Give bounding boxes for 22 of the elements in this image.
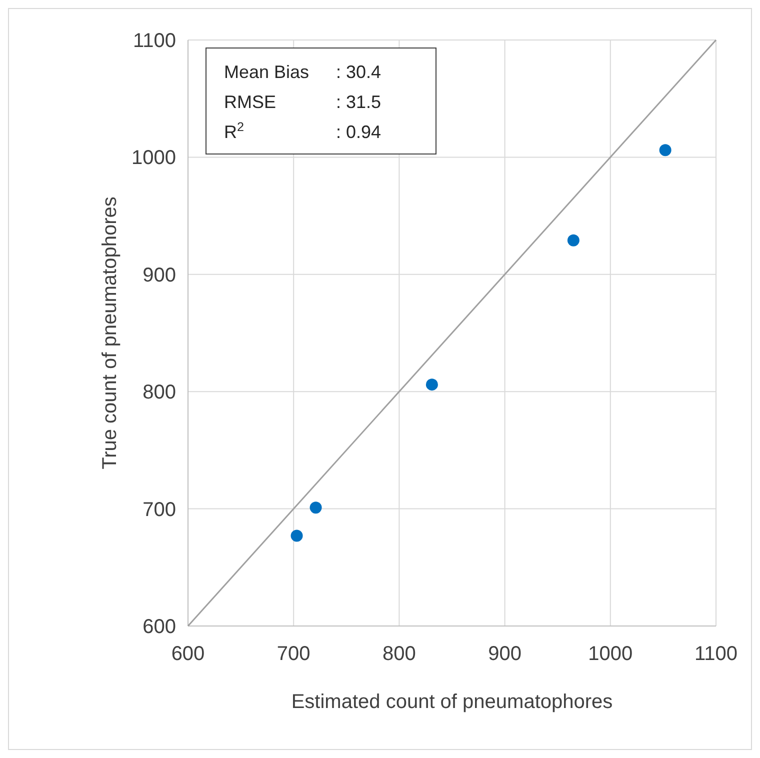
y-tick-label: 600	[142, 616, 176, 638]
x-tick-label: 1000	[588, 643, 633, 665]
y-tick-label: 1100	[132, 30, 176, 52]
x-tick-label: 600	[171, 643, 205, 665]
text: Mean Bias : 30.4	[224, 62, 382, 82]
point	[426, 378, 438, 391]
y-tick-label: 1000	[132, 147, 176, 170]
x-axis-title: Estimated count of pneumatophores	[291, 691, 613, 713]
text: R$^{2}$ : 0.94	[224, 120, 382, 142]
x-tick-label: 900	[488, 643, 522, 665]
point	[310, 502, 322, 514]
y-tick-label: 900	[142, 264, 176, 286]
y-tick-label: 700	[142, 498, 176, 521]
point	[659, 144, 672, 156]
y-axis-title: True count of pneumatophores	[99, 196, 121, 470]
point	[567, 234, 580, 246]
x-tick-label: 1100	[694, 643, 738, 665]
x-tick-label: 700	[276, 643, 310, 665]
point	[290, 530, 303, 542]
text: RMSE : 31.5	[224, 92, 382, 112]
y-tick-label: 800	[142, 382, 176, 404]
x-tick-label: 800	[382, 643, 416, 665]
